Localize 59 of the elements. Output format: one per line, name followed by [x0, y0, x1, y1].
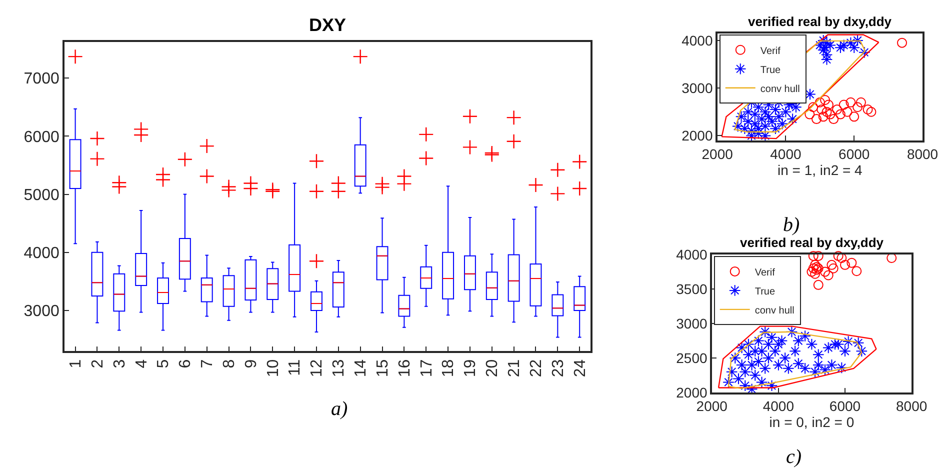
y-tick-label: 4000: [676, 246, 708, 262]
x-tick-label: 4000: [762, 398, 794, 414]
x-tick-label: 17: [418, 359, 436, 378]
x-tick-label: 2000: [696, 398, 728, 414]
x-axis-title: in = 0, in2 = 0: [769, 414, 854, 430]
y-tick-label: 3000: [682, 80, 713, 96]
x-tick-label: 18: [440, 359, 458, 378]
text: b): [783, 214, 800, 236]
text: a): [331, 398, 348, 420]
x-tick-label: 22: [528, 359, 545, 378]
x-tick-label: 2000: [702, 146, 734, 162]
x-tick-label: 13: [330, 359, 348, 378]
y-tick-label: 3000: [676, 315, 708, 332]
x-tick-label: 1: [67, 359, 84, 368]
x-tick-label: 7: [199, 359, 216, 368]
y-tick-label: 3000: [24, 303, 60, 320]
x-tick-label: 11: [286, 359, 304, 376]
y-tick-label: 2000: [682, 128, 713, 144]
x-tick-label: 21: [506, 359, 524, 378]
legend-label: True: [754, 286, 776, 298]
x-tick-label: 14: [352, 359, 370, 378]
y-tick-label: 7000: [24, 70, 60, 88]
text: c): [786, 446, 802, 468]
y-tick-label: 4000: [682, 32, 713, 48]
x-tick-label: 6000: [829, 398, 861, 414]
legend-label: conv hull: [754, 305, 794, 316]
x-tick-label: 8: [220, 359, 238, 368]
chart-title: verified real by dxy,ddy: [740, 235, 884, 250]
x-tick-label: 6: [177, 359, 194, 368]
x-tick-label: 2: [89, 359, 106, 368]
y-tick-label: 4000: [24, 244, 60, 262]
x-tick-label: 9: [242, 359, 260, 368]
y-tick-label: 5000: [24, 186, 60, 204]
legend-label: Verif: [760, 46, 781, 57]
legend-label: Verif: [754, 267, 776, 278]
x-tick-label: 19: [462, 359, 480, 378]
x-tick-label: 4: [133, 359, 150, 368]
x-tick-label: 20: [484, 359, 502, 378]
x-tick-label: 8000: [906, 146, 938, 162]
x-tick-label: 16: [396, 359, 414, 378]
chart-title: DXY: [309, 15, 346, 35]
x-tick-label: 24: [572, 359, 589, 378]
x-tick-label: 12: [308, 359, 326, 378]
chart-title: verified real by dxy,ddy: [748, 14, 892, 29]
legend-label: conv hull: [760, 84, 800, 95]
x-axis-title: in = 1, in2 = 4: [778, 162, 863, 178]
x-tick-label: 3: [111, 359, 128, 368]
y-tick-label: 6000: [24, 128, 60, 146]
x-tick-label: 15: [374, 359, 392, 378]
x-tick-label: 5: [155, 359, 172, 368]
y-tick-label: 2500: [676, 350, 708, 366]
legend-label: True: [760, 64, 782, 76]
y-tick-label: 3500: [676, 280, 708, 297]
x-tick-label: 4000: [770, 146, 802, 162]
y-tick-label: 2000: [676, 384, 708, 400]
x-tick-label: 23: [550, 359, 567, 378]
x-tick-label: 10: [264, 359, 282, 378]
x-tick-label: 6000: [838, 146, 870, 162]
x-tick-label: 8000: [896, 398, 928, 414]
